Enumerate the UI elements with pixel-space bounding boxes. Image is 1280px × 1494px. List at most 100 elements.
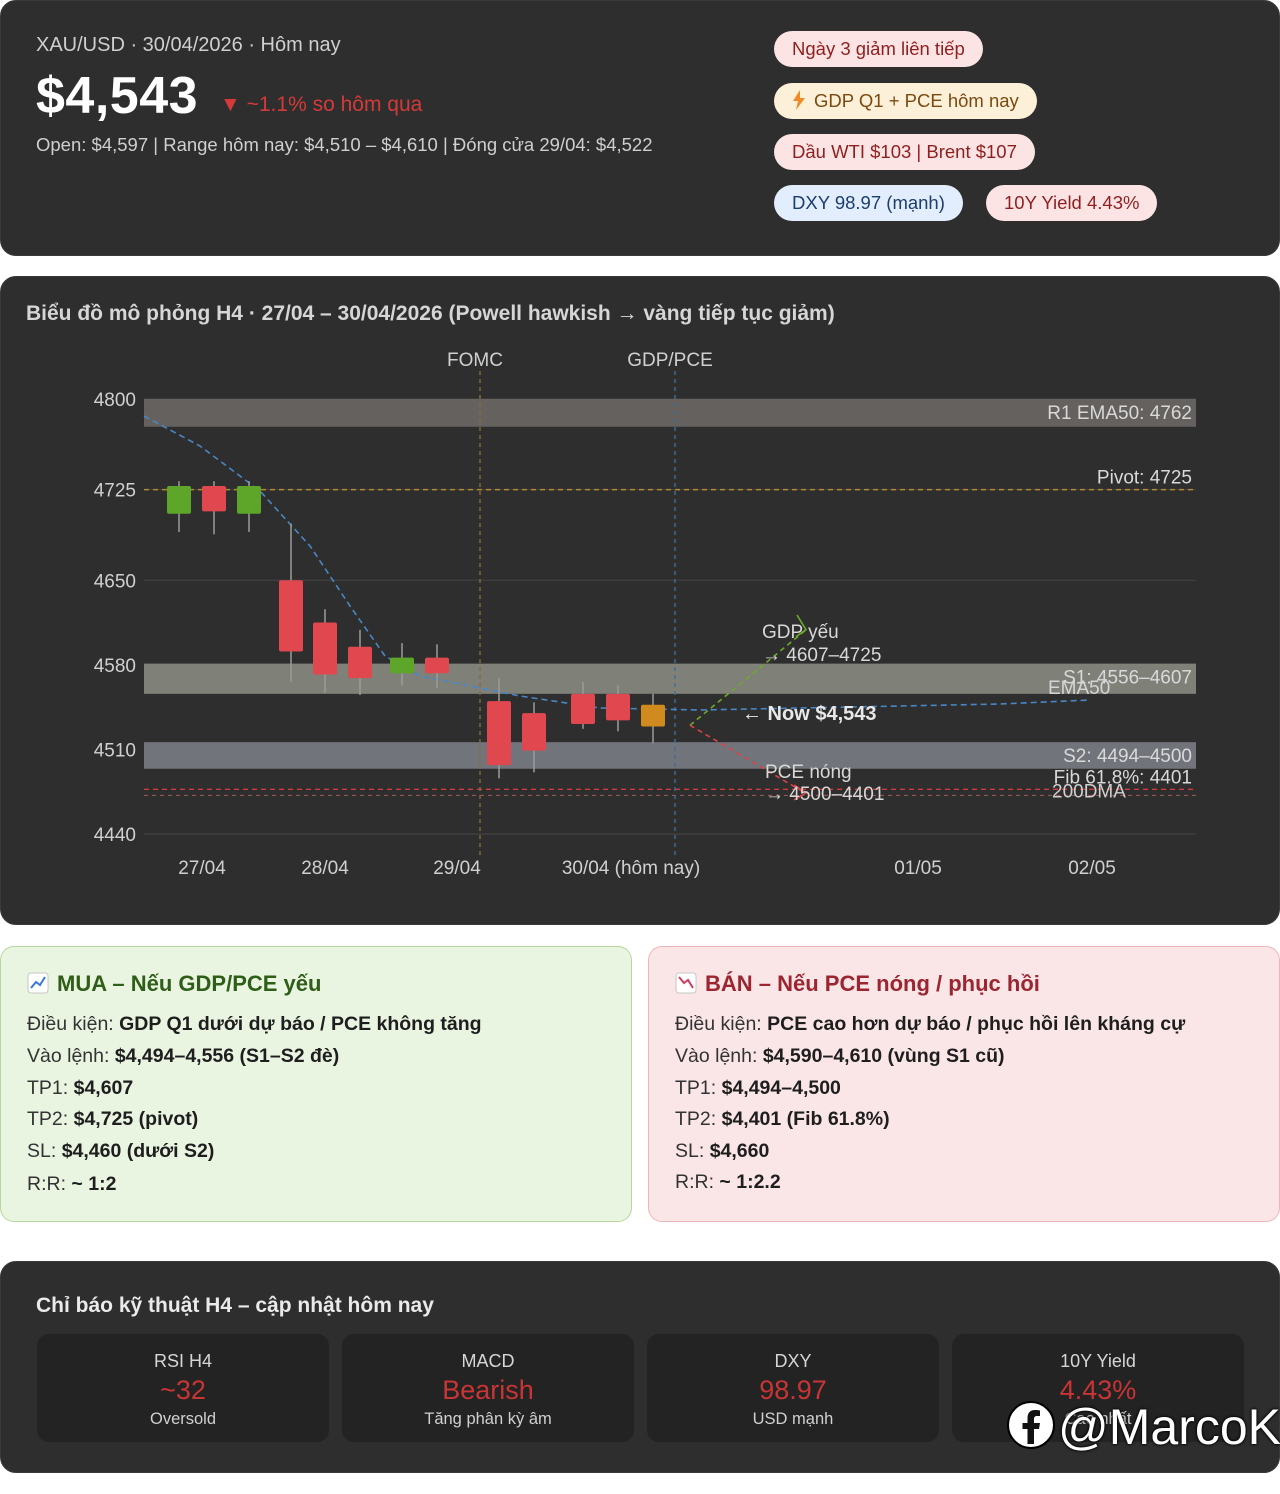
indicator-sub: Oversold [149, 1410, 217, 1428]
dma200-label: 200DMA [1052, 781, 1126, 802]
indicator-dxy: DXY 98.97 USD mạnh [647, 1334, 939, 1442]
buy-title-text: MUA – Nếu GDP/PCE yếu [57, 971, 322, 996]
candle-body [313, 622, 337, 675]
scenario-up-target: → 4607–4725 [762, 645, 881, 666]
row-value: $4,607 [73, 1077, 134, 1099]
candle-body [202, 486, 226, 512]
sell-row-rr: R:R: ~ 1:2.2 [675, 1171, 781, 1194]
chip-label: 10Y Yield 4.43% [1004, 192, 1140, 213]
ema50-line [143, 415, 1091, 711]
row-key: TP2: [675, 1108, 722, 1130]
indicator-value: ~32 [160, 1375, 206, 1405]
candle-body [641, 704, 665, 727]
scenario-down-arrowhead [793, 784, 808, 801]
y-tick-label: 4580 [94, 656, 136, 677]
facebook-icon [1006, 1400, 1056, 1455]
current-price: $4,543 [36, 67, 199, 125]
scenario-up-arrow [689, 630, 806, 726]
lightning-icon [792, 86, 806, 122]
zone-label: R1 EMA50: 4762 [1047, 403, 1192, 424]
buy-panel-title: MUA – Nếu GDP/PCE yếu [27, 971, 321, 1000]
x-tick-label: 02/05 [1068, 858, 1116, 879]
indicator-name: RSI H4 [153, 1351, 213, 1371]
support-resistance-zone [144, 399, 1196, 427]
chart-title: Biểu đồ mô phỏng H4 · 27/04 – 30/04/2026… [26, 302, 835, 325]
row-value: $4,494–4,556 (S1–S2 đè) [114, 1045, 340, 1067]
buy-row-tp1: TP1: $4,607 [27, 1077, 133, 1100]
indicator-name: DXY [774, 1351, 812, 1371]
row-value: $4,494–4,500 [721, 1077, 841, 1099]
watermark: @MarcoK [1006, 1398, 1280, 1458]
indicator-value: 4.43% [1059, 1375, 1137, 1405]
row-key: Vào lệnh: [675, 1045, 763, 1067]
indicator-macd: MACD Bearish Tăng phân kỳ âm [342, 1334, 634, 1442]
indicator-rsi: RSI H4 ~32 Oversold [37, 1334, 329, 1442]
candle-body [487, 701, 511, 766]
row-key: R:R: [27, 1173, 72, 1195]
candlestick-chart: 4800 4725 4650 4580 4510 4440 R1 EMA50: 4762 S1… [94, 350, 1196, 879]
chip-label: DXY 98.97 (mạnh) [792, 192, 945, 213]
row-value: $4,725 (pivot) [73, 1108, 199, 1130]
chip-consecutive-down: Ngày 3 giảm liên tiếp [774, 31, 983, 67]
zone-label: S1: 4556–4607 [1063, 668, 1192, 689]
scenario-down-arrow [689, 724, 806, 794]
row-key: Vào lệnh: [27, 1045, 115, 1067]
chip-label: Ngày 3 giảm liên tiếp [792, 38, 965, 59]
row-key: R:R: [675, 1171, 720, 1193]
x-tick-label: 30/04 (hôm nay) [562, 858, 700, 879]
scenario-up-label: GDP yếu [762, 622, 839, 643]
chip-label: GDP Q1 + PCE hôm nay [814, 90, 1019, 111]
candle-body [167, 486, 191, 514]
candle-body [425, 657, 449, 674]
ema50-label: EMA50 [1048, 678, 1110, 699]
row-key: SL: [27, 1140, 62, 1162]
event-label: GDP/PCE [627, 350, 713, 371]
indicator-name: MACD [461, 1351, 515, 1371]
sell-row-condition: Điều kiện: PCE cao hơn dự báo / phục hồi… [675, 1013, 1185, 1036]
row-value: $4,460 (dưới S2) [61, 1140, 215, 1162]
chip-gdp-pce: GDP Q1 + PCE hôm nay [774, 83, 1037, 119]
row-value: $4,590–4,610 (vùng S1 cũ) [762, 1045, 1005, 1067]
row-value: $4,660 [709, 1140, 770, 1162]
chart-up-icon [27, 972, 49, 1000]
sell-panel-title: BÁN – Nếu PCE nóng / phục hồi [675, 971, 1040, 1000]
instrument-meta: XAU/USD · 30/04/2026 · Hôm nay [36, 34, 341, 56]
candle-body [279, 580, 303, 652]
ohlc-summary: Open: $4,597 | Range hôm nay: $4,510 – $… [36, 134, 653, 155]
watermark-text: @MarcoK [1058, 1399, 1280, 1455]
row-key: TP1: [27, 1077, 74, 1099]
chip-oil: Dầu WTI $103 | Brent $107 [774, 134, 1035, 170]
indicator-sub: Cao nhất [1064, 1410, 1132, 1428]
x-tick-label: 01/05 [894, 858, 942, 879]
candle-body [571, 693, 595, 725]
row-value: $4,401 (Fib 61.8%) [721, 1108, 890, 1130]
pivot-label: Pivot: 4725 [1097, 468, 1192, 489]
x-tick-label: 27/04 [178, 858, 226, 879]
event-label: FOMC [447, 350, 503, 371]
sell-row-tp1: TP1: $4,494–4,500 [675, 1077, 841, 1100]
buy-panel: MUA – Nếu GDP/PCE yếu Điều kiện: GDP Q1 … [0, 946, 632, 1222]
y-tick-label: 4800 [94, 390, 136, 411]
buy-row-sl: SL: $4,460 (dưới S2) [27, 1140, 214, 1163]
row-value: GDP Q1 dưới dự báo / PCE không tăng [119, 1013, 482, 1035]
y-tick-label: 4650 [94, 571, 136, 592]
candle-body [522, 713, 546, 751]
x-tick-label: 28/04 [301, 858, 349, 879]
now-label: ← Now $4,543 [742, 703, 877, 725]
row-value: ~ 1:2.2 [719, 1171, 781, 1193]
scenario-down-label: PCE nóng [765, 762, 852, 783]
indicator-value: Bearish [442, 1375, 534, 1405]
x-tick-label: 29/04 [433, 858, 481, 879]
row-key: TP1: [675, 1077, 722, 1099]
buy-row-rr: R:R: ~ 1:2 [27, 1173, 116, 1196]
chip-yield: 10Y Yield 4.43% [986, 185, 1158, 221]
scenario-down-target: → 4500–4401 [765, 784, 884, 805]
row-value: PCE cao hơn dự báo / phục hồi lên kháng … [767, 1013, 1186, 1035]
y-tick-label: 4725 [94, 481, 136, 502]
support-resistance-zone [144, 663, 1196, 694]
scenario-up-arrowhead [795, 614, 808, 638]
y-tick-label: 4440 [94, 825, 136, 846]
support-resistance-zone [144, 742, 1196, 769]
chip-label: Dầu WTI $103 | Brent $107 [792, 141, 1017, 162]
row-key: Điều kiện: [27, 1013, 120, 1035]
